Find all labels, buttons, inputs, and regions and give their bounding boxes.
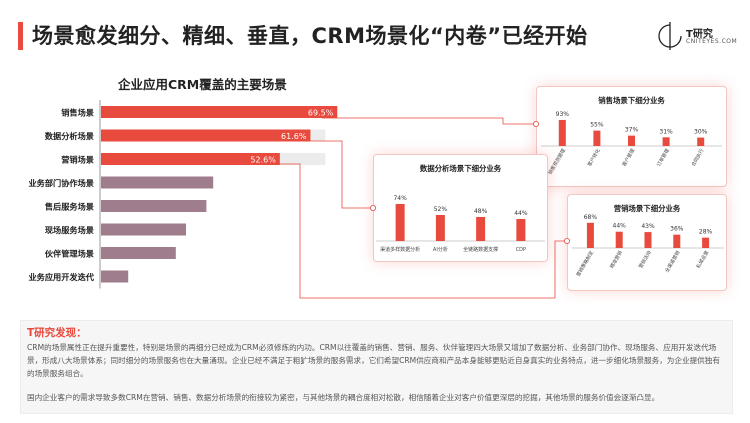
main-chart-bar <box>101 129 311 142</box>
main-bar-chart: 销售场景 69.5% 数据分析场景 61.6% 营销场景 52.6% 业务部门协作场景售后服… <box>28 100 338 289</box>
marketing-subchart: 营销场景下细分业务 68% 营销策略制定 44% 精准营销 43% 营销活动 36% 全渠道营销… <box>572 204 724 278</box>
main-chart-data-label: 61.6% <box>281 132 307 141</box>
marketing-subchart-card: 营销场景下细分业务 68% 营销策略制定 44% 精准营销 43% 营销活动 36% 全渠道营销… <box>567 194 727 291</box>
subchart-data-label: 93% <box>556 111 570 118</box>
main-chart-category-label: 数据分析场景 <box>45 131 94 141</box>
main-chart-bar <box>101 153 280 165</box>
subchart-bar <box>697 137 705 146</box>
subchart-bar <box>702 237 710 248</box>
findings-paragraph-1: CRM的场景属性正在提升重要性，特别是场景的再细分已经成为CRM必须修炼的内功。… <box>27 343 720 378</box>
subchart-category-label: AI分析 <box>433 246 448 253</box>
main-chart-category-label: 伙伴管理场景 <box>45 249 94 259</box>
subchart-data-label: 43% <box>641 223 655 230</box>
subchart-bar <box>673 234 681 248</box>
subchart-bar <box>586 222 594 248</box>
main-chart-category-label: 业务部门协作场景 <box>28 178 94 188</box>
main-chart-category-label: 销售场景 <box>61 108 94 118</box>
subchart-data-label: 44% <box>613 223 627 230</box>
subchart-data-label: 52% <box>434 206 448 213</box>
main-chart-data-label: 52.6% <box>250 155 276 164</box>
subchart-data-label: 68% <box>584 214 598 221</box>
sales-subchart: 销售场景下细分业务 93% 销售预测管理 55% 客户转化 37% 客户管理 31% 订单管理 3… <box>541 96 722 176</box>
subchart-data-label: 74% <box>393 195 407 202</box>
subchart-data-label: 30% <box>694 129 708 136</box>
main-chart-bar <box>101 200 207 212</box>
main-chart-category-label: 现场服务场景 <box>45 225 94 235</box>
subchart-bar <box>516 219 526 241</box>
data-analysis-subchart-card: 数据分析场景下细分业务 74% 渠道多样数据分析 52% AI分析 48% 全链路数据支撑 4… <box>373 154 548 262</box>
subchart-title: 营销场景下细分业务 <box>614 204 681 213</box>
subchart-data-label: 28% <box>699 229 713 236</box>
main-chart-bar <box>101 247 176 259</box>
main-chart-bar <box>101 176 214 189</box>
subchart-category-label: 客户转化 <box>586 147 602 167</box>
subchart-bar <box>628 135 635 146</box>
subchart-bar <box>593 130 601 146</box>
subchart-bar <box>558 119 566 146</box>
brand-logo: T研究 CNITEYES.COM <box>656 22 737 52</box>
subchart-category-label: 合同执行 <box>690 147 706 167</box>
findings-paragraph-2: 国内企业客户的需求导致多数CRM在营销、销售、数据分析场景的衔接较为紧密，与其他… <box>27 393 660 402</box>
title-accent-bar <box>18 22 23 50</box>
data-analysis-subchart: 数据分析场景下细分业务 74% 渠道多样数据分析 52% AI分析 48% 全链路数据支撑 4… <box>376 164 545 253</box>
findings-title: T研究发现： <box>27 327 87 339</box>
subchart-bar <box>435 215 445 241</box>
subchart-title: 数据分析场景下细分业务 <box>420 164 502 173</box>
subchart-data-label: 31% <box>659 128 673 135</box>
subchart-category-label: 私域运营 <box>695 249 711 269</box>
subchart-category-label: 渠道多样数据分析 <box>380 246 420 253</box>
main-chart-title: 企业应用CRM覆盖的主要场景 <box>118 77 287 92</box>
subchart-category-label: 全渠道营销 <box>663 249 681 273</box>
main-chart-bar <box>101 223 186 236</box>
subchart-title: 销售场景下细分业务 <box>598 96 665 105</box>
logo-name: T研究 <box>686 29 713 40</box>
subchart-bar <box>662 137 670 146</box>
subchart-bar <box>395 204 405 241</box>
subchart-bar <box>644 232 652 248</box>
logo-mark-icon <box>658 22 682 50</box>
subchart-data-label: 48% <box>474 208 488 215</box>
subchart-category-label: 精准营销 <box>608 249 624 269</box>
subchart-category-label: 营销活动 <box>637 249 653 269</box>
subchart-category-label: 全链路数据支撑 <box>463 246 498 253</box>
subchart-data-label: 55% <box>590 122 604 129</box>
subchart-data-label: 37% <box>625 127 639 134</box>
subchart-data-label: 36% <box>670 226 684 233</box>
main-chart-category-label: 业务应用开发迭代 <box>28 272 94 282</box>
subchart-bar <box>615 231 623 248</box>
main-chart-data-label: 69.5% <box>308 108 334 117</box>
findings-box: T研究发现： CRM的场景属性正在提升重要性，特别是场景的再细分已经成为CRM必… <box>20 320 733 414</box>
main-chart-category-label: 售后服务场景 <box>44 202 94 212</box>
sales-subchart-card: 销售场景下细分业务 93% 销售预测管理 55% 客户转化 37% 客户管理 31% 订单管理 3… <box>536 86 727 187</box>
page-title: 场景愈发细分、精细、垂直，CRM场景化“内卷”已经开始 <box>32 24 588 48</box>
main-chart-bar <box>101 106 338 118</box>
subchart-category-label: 客户管理 <box>621 147 637 167</box>
subchart-category-label: 订单管理 <box>655 147 671 167</box>
subchart-category-label: 销售预测管理 <box>547 147 568 176</box>
subchart-bar <box>476 217 486 241</box>
main-chart-category-label: 营销场景 <box>61 155 94 165</box>
main-chart-bar <box>101 270 129 283</box>
subchart-category-label: CDP <box>516 247 526 253</box>
subchart-data-label: 44% <box>514 210 528 217</box>
subchart-category-label: 营销策略制定 <box>575 249 596 278</box>
logo-subtitle: CNITEYES.COM <box>686 38 738 45</box>
